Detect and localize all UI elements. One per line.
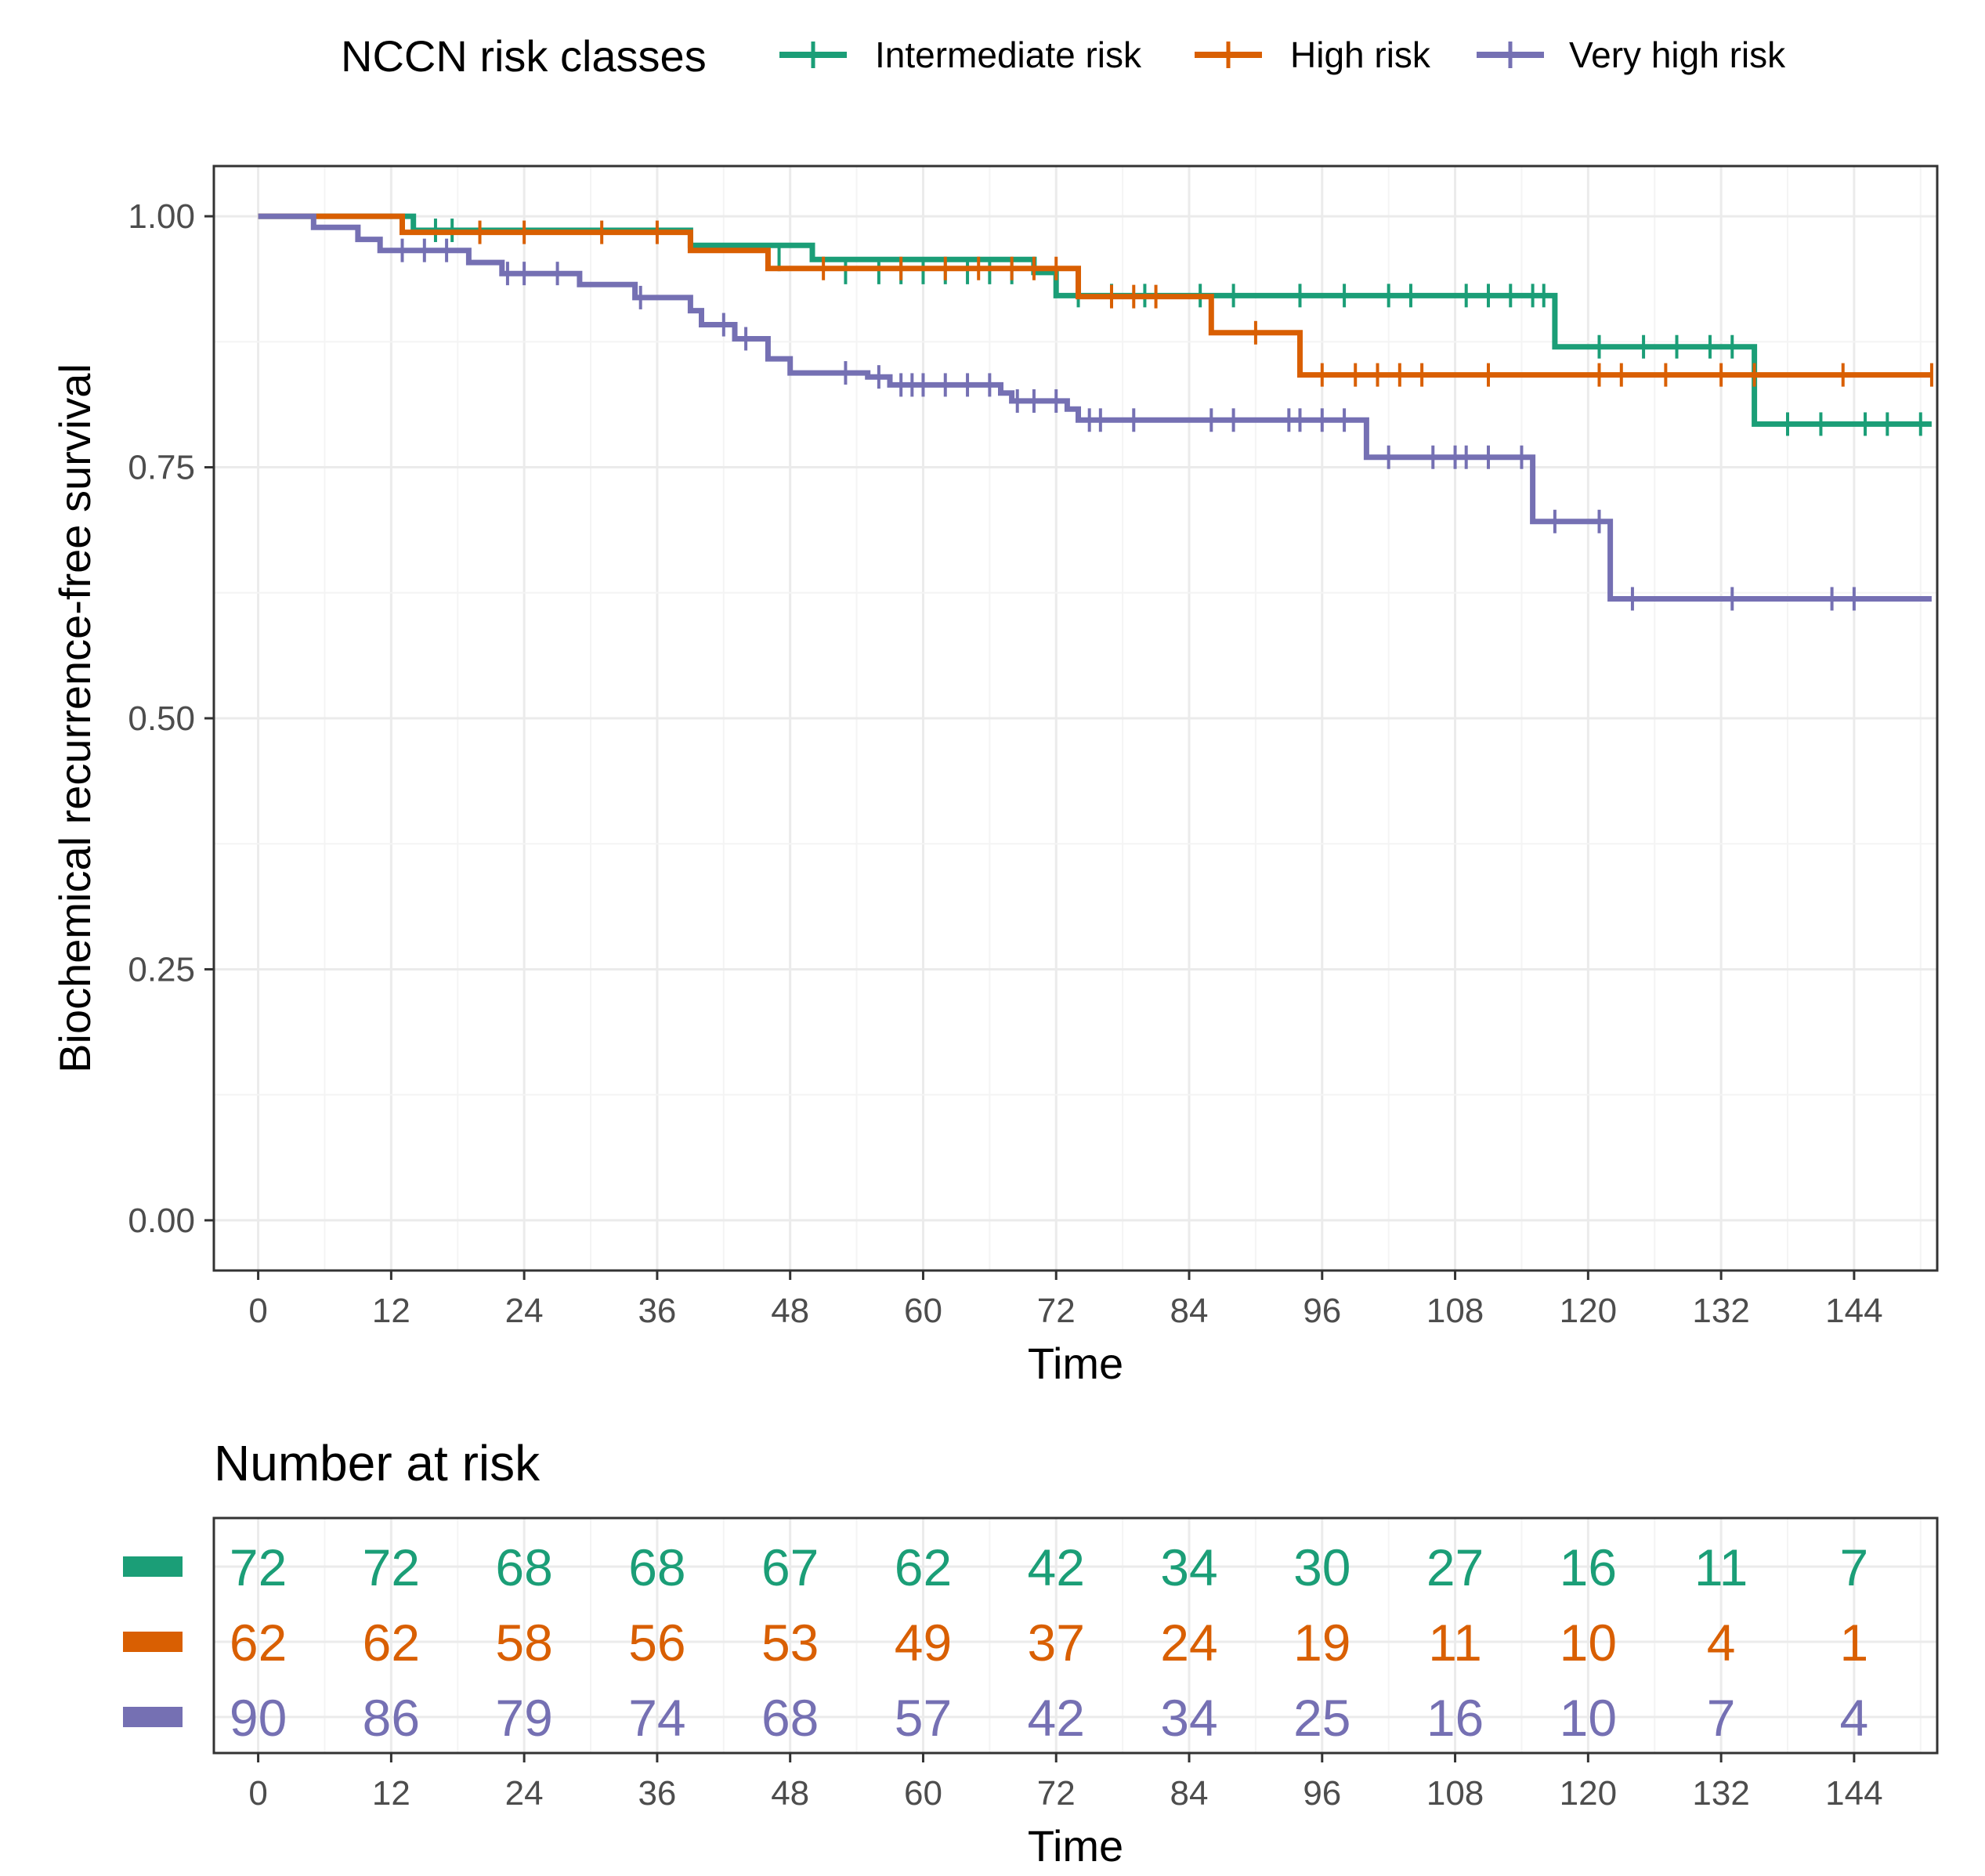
risk-value-intermediate-risk: 30: [1293, 1538, 1350, 1596]
risk-value-high-risk: 11: [1428, 1614, 1482, 1672]
risk-value-intermediate-risk: 7: [1840, 1538, 1869, 1596]
risk-value-intermediate-risk: 68: [628, 1538, 685, 1596]
risk-value-high-risk: 10: [1560, 1614, 1617, 1672]
legend-label-high: High risk: [1290, 34, 1431, 75]
risk-x-axis-title: Time: [1028, 1821, 1123, 1871]
risk-value-very-high-risk: 57: [895, 1689, 952, 1747]
risk-value-intermediate-risk: 42: [1028, 1538, 1085, 1596]
risk-row-key-high-risk: [123, 1632, 183, 1652]
risk-value-very-high-risk: 86: [363, 1689, 420, 1747]
risk-value-very-high-risk: 68: [761, 1689, 819, 1747]
risk-value-high-risk: 1: [1840, 1614, 1869, 1672]
risk-value-intermediate-risk: 11: [1694, 1538, 1748, 1596]
x-tick-label: 24: [505, 1292, 544, 1330]
risk-value-very-high-risk: 34: [1160, 1689, 1217, 1747]
survival-curves: [258, 213, 1933, 611]
risk-value-high-risk: 49: [895, 1614, 952, 1672]
x-tick-label: 108: [1426, 1292, 1484, 1330]
x-axis-ticks: 0 12 24 36 48 60 72 84 96 108 120 132 144: [248, 1271, 1883, 1330]
risk-x-tick-label: 72: [1037, 1774, 1076, 1813]
risk-x-axis-ticks: 0 12 24 36 48 60 72 84 96 108 120 132 144: [248, 1753, 1883, 1813]
risk-table-title: Number at risk: [214, 1435, 541, 1491]
risk-x-tick-label: 84: [1170, 1774, 1209, 1813]
risk-value-very-high-risk: 7: [1707, 1689, 1736, 1747]
risk-x-tick-label: 96: [1303, 1774, 1341, 1813]
y-axis-title: Biochemical recurrence-free survival: [50, 363, 99, 1073]
y-tick-label: 0.75: [128, 449, 195, 487]
risk-table: Number at risk 72 72 68 68 67 62 42 34 30 27 16 11 7…: [123, 1435, 1939, 1871]
x-tick-label: 48: [771, 1292, 809, 1330]
risk-panel-border: [212, 1516, 1939, 1755]
risk-x-tick-label: 108: [1426, 1774, 1484, 1813]
y-axis-ticks: 0.00 0.25 0.50 0.75 1.00: [128, 197, 214, 1240]
risk-value-high-risk: 19: [1293, 1614, 1350, 1672]
risk-value-high-risk: 4: [1707, 1614, 1736, 1672]
y-tick-label: 0.00: [128, 1202, 195, 1240]
x-axis-title: Time: [1028, 1339, 1123, 1388]
risk-row-keys: [123, 1556, 183, 1727]
risk-value-very-high-risk: 25: [1293, 1689, 1350, 1747]
x-tick-label: 72: [1037, 1292, 1076, 1330]
risk-x-tick-label: 24: [505, 1774, 544, 1813]
risk-row-key-intermediate-risk: [123, 1556, 183, 1577]
risk-value-intermediate-risk: 72: [363, 1538, 420, 1596]
legend: NCCN risk classes Intermediate risk High…: [341, 31, 1786, 81]
risk-x-tick-label: 0: [248, 1774, 267, 1813]
risk-value-intermediate-risk: 68: [495, 1538, 552, 1596]
risk-value-intermediate-risk: 62: [895, 1538, 952, 1596]
risk-value-very-high-risk: 10: [1560, 1689, 1617, 1747]
x-tick-label: 12: [372, 1292, 410, 1330]
risk-value-high-risk: 58: [495, 1614, 552, 1672]
y-tick-label: 1.00: [128, 197, 195, 236]
x-tick-label: 120: [1560, 1292, 1617, 1330]
risk-x-tick-label: 60: [904, 1774, 942, 1813]
legend-title: NCCN risk classes: [341, 31, 707, 81]
risk-x-tick-label: 120: [1560, 1774, 1617, 1813]
risk-value-high-risk: 62: [230, 1614, 287, 1672]
risk-value-very-high-risk: 4: [1840, 1689, 1869, 1747]
risk-x-tick-label: 48: [771, 1774, 809, 1813]
risk-x-tick-label: 36: [638, 1774, 676, 1813]
risk-value-intermediate-risk: 67: [761, 1538, 819, 1596]
legend-label-intermediate: Intermediate risk: [875, 34, 1142, 75]
risk-x-tick-label: 144: [1825, 1774, 1882, 1813]
risk-values: 72 72 68 68 67 62 42 34 30 27 16 11 7 62 62 58 56 53 49 37 2…: [230, 1538, 1868, 1747]
x-tick-label: 84: [1170, 1292, 1209, 1330]
risk-value-high-risk: 37: [1028, 1614, 1085, 1672]
risk-value-intermediate-risk: 16: [1560, 1538, 1617, 1596]
x-tick-label: 132: [1692, 1292, 1749, 1330]
risk-value-intermediate-risk: 27: [1426, 1538, 1484, 1596]
x-tick-label: 36: [638, 1292, 676, 1330]
x-tick-label: 144: [1825, 1292, 1882, 1330]
risk-x-tick-label: 12: [372, 1774, 410, 1813]
risk-row-key-very-high-risk: [123, 1707, 183, 1727]
risk-value-very-high-risk: 74: [628, 1689, 685, 1747]
risk-value-very-high-risk: 42: [1028, 1689, 1085, 1747]
survival-line-very-high-risk: [258, 213, 1932, 602]
main-plot: 0 12 24 36 48 60 72 84 96 108 120 132 144 0.000.250.…: [50, 164, 1939, 1388]
risk-value-high-risk: 53: [761, 1614, 819, 1672]
x-tick-label: 0: [248, 1292, 267, 1330]
main-gridlines: [214, 166, 1937, 1271]
y-tick-label: 0.25: [128, 950, 195, 989]
risk-x-tick-label: 132: [1692, 1774, 1749, 1813]
risk-panel-background: [214, 1518, 1937, 1753]
risk-gridlines: [214, 1518, 1937, 1753]
y-tick-label: 0.50: [128, 699, 195, 738]
x-tick-label: 96: [1303, 1292, 1341, 1330]
risk-value-very-high-risk: 90: [230, 1689, 287, 1747]
survival-line-high-risk: [258, 213, 1932, 378]
risk-value-high-risk: 56: [628, 1614, 685, 1672]
risk-value-high-risk: 62: [363, 1614, 420, 1672]
x-tick-label: 60: [904, 1292, 942, 1330]
risk-value-intermediate-risk: 72: [230, 1538, 287, 1596]
risk-value-intermediate-risk: 34: [1160, 1538, 1217, 1596]
risk-value-very-high-risk: 16: [1426, 1689, 1484, 1747]
legend-label-very-high: Very high risk: [1569, 34, 1786, 75]
risk-value-very-high-risk: 79: [495, 1689, 552, 1747]
risk-value-high-risk: 24: [1160, 1614, 1217, 1672]
